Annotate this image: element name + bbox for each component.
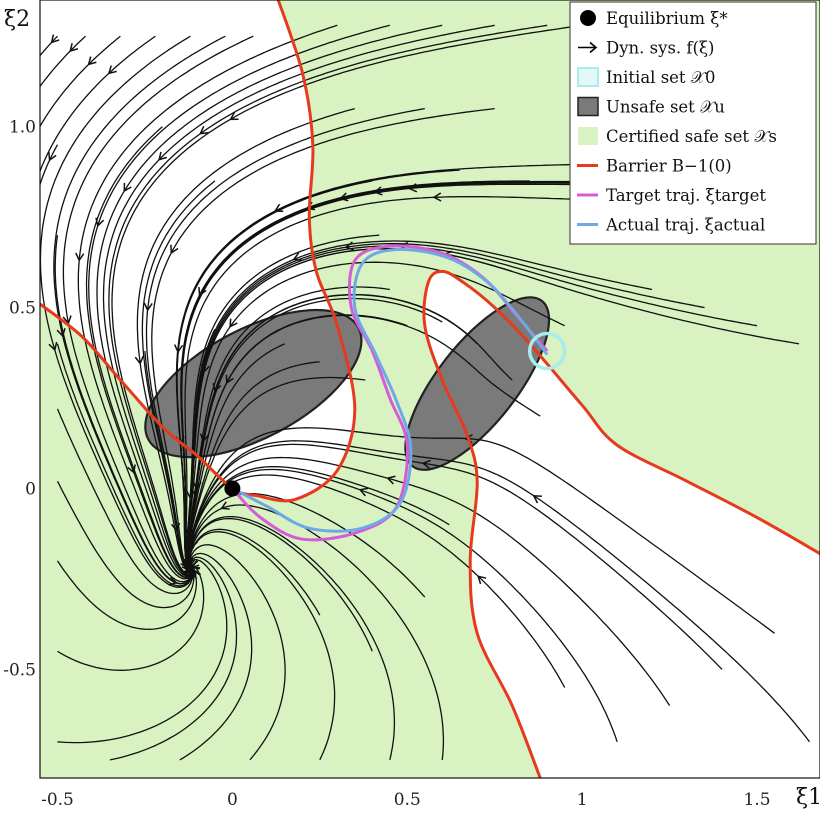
streamline-arrow [199,125,209,135]
legend-entry-equilibrium: Equilibrium ξ* [580,9,728,28]
initial-set [527,331,567,371]
legend-label: Unsafe set 𝒳u [606,98,725,117]
streamline-arrow [134,355,144,365]
streamline-arrow [123,182,132,193]
barrier-curves [40,0,820,778]
equilibrium-marker-group [224,480,241,497]
streamline [40,35,156,173]
streamline-arrow [158,151,168,161]
streamline-arrow [170,244,179,255]
legend-label: Initial set 𝒳0 [606,68,715,87]
plot-frame [39,0,820,779]
streamline-arrow [386,475,396,485]
streamline-arrow [358,487,369,497]
legend-label: Target traj. ξtarget [606,186,766,205]
streamline-arrow [127,464,136,474]
streamline [40,35,86,88]
legend-safe-swatch [578,127,598,145]
streamline-arrow [532,494,542,504]
legend-box [569,1,817,245]
streamlines [40,24,811,761]
streamline [40,144,59,187]
barrier-curve [422,269,820,778]
streamline-arrow [200,364,210,374]
legend-label: Equilibrium ξ* [606,9,728,28]
streamline-arrow [56,328,66,338]
streamline-arrow [62,315,72,325]
y-tick-label: 0 [25,480,36,500]
streamline-arrow [273,203,284,213]
streamline-arrow [95,217,105,228]
legend-arrow-icon [578,41,598,54]
legend-entry-safe: Certified safe set 𝒳s [578,127,777,146]
streamline-arrow [421,459,431,469]
streamline-arrow [229,318,238,328]
streamline-arrow [143,302,153,312]
y-axis-label: ξ2 [4,7,30,32]
legend-entry-barrier: Barrier B−1(0) [577,157,732,176]
y-tick-label: -0.5 [3,660,36,680]
legend-label: Barrier B−1(0) [606,157,732,176]
streamline-arrow [407,183,418,193]
x-tick-label: 0 [227,790,238,810]
streamline-arrow [48,341,58,352]
legend-entry-initial: Initial set 𝒳0 [577,67,715,87]
x-tick-label: 0.5 [394,790,421,810]
axis-ticks: -0.5 0 0.5 1 1.5 -0.5 0 0.5 1.0 [3,118,770,810]
x-tick-label: -0.5 [41,790,74,810]
unsafe-set [404,296,551,471]
barrier-curve [40,0,357,503]
streamline-arrow [432,192,442,202]
legend-label: Certified safe set 𝒳s [606,127,777,146]
streamline-arrow [69,42,79,53]
streamline [186,261,565,574]
y-tick-label: 0.5 [9,299,36,319]
streamline-arrow [229,111,239,121]
streamline-arrow [220,501,230,510]
legend-entry-unsafe: Unsafe set 𝒳u [577,96,725,117]
legend-label: Dyn. sys. f(ξ) [606,39,714,58]
streamline [231,474,566,688]
streamline [40,35,121,128]
streamline-arrow [50,34,60,44]
x-tick-label: 1 [577,790,588,810]
legend: Equilibrium ξ* Dyn. sys. f(ξ) Initial set … [569,1,817,245]
x-tick-label: 1.5 [744,790,771,810]
legend-entry-actual: Actual traj. ξactual [577,216,765,235]
streamline-arrow [107,65,117,75]
x-axis-label: ξ1 [796,785,820,810]
y-tick-label: 1.0 [9,118,36,138]
legend-label: Actual traj. ξactual [605,216,765,235]
streamline-arrow [373,186,383,196]
streamline-arrow [87,56,97,66]
legend-entry-dyn: Dyn. sys. f(ξ) [578,39,714,58]
streamline [40,35,58,57]
legend-entry-target: Target traj. ξtarget [577,186,766,205]
legend-unsafe-swatch [577,96,599,117]
streamline-arrow [477,575,487,585]
actual-trajectory [231,247,549,533]
initial-set-circle [527,331,567,371]
equilibrium-marker [224,480,241,497]
legend-equilibrium-icon [580,10,596,26]
streamline-arrow [48,152,57,162]
streamline-arrow [225,374,234,385]
streamline-arrow [75,252,85,262]
trajectories [231,244,549,542]
legend-initial-swatch [577,67,599,87]
